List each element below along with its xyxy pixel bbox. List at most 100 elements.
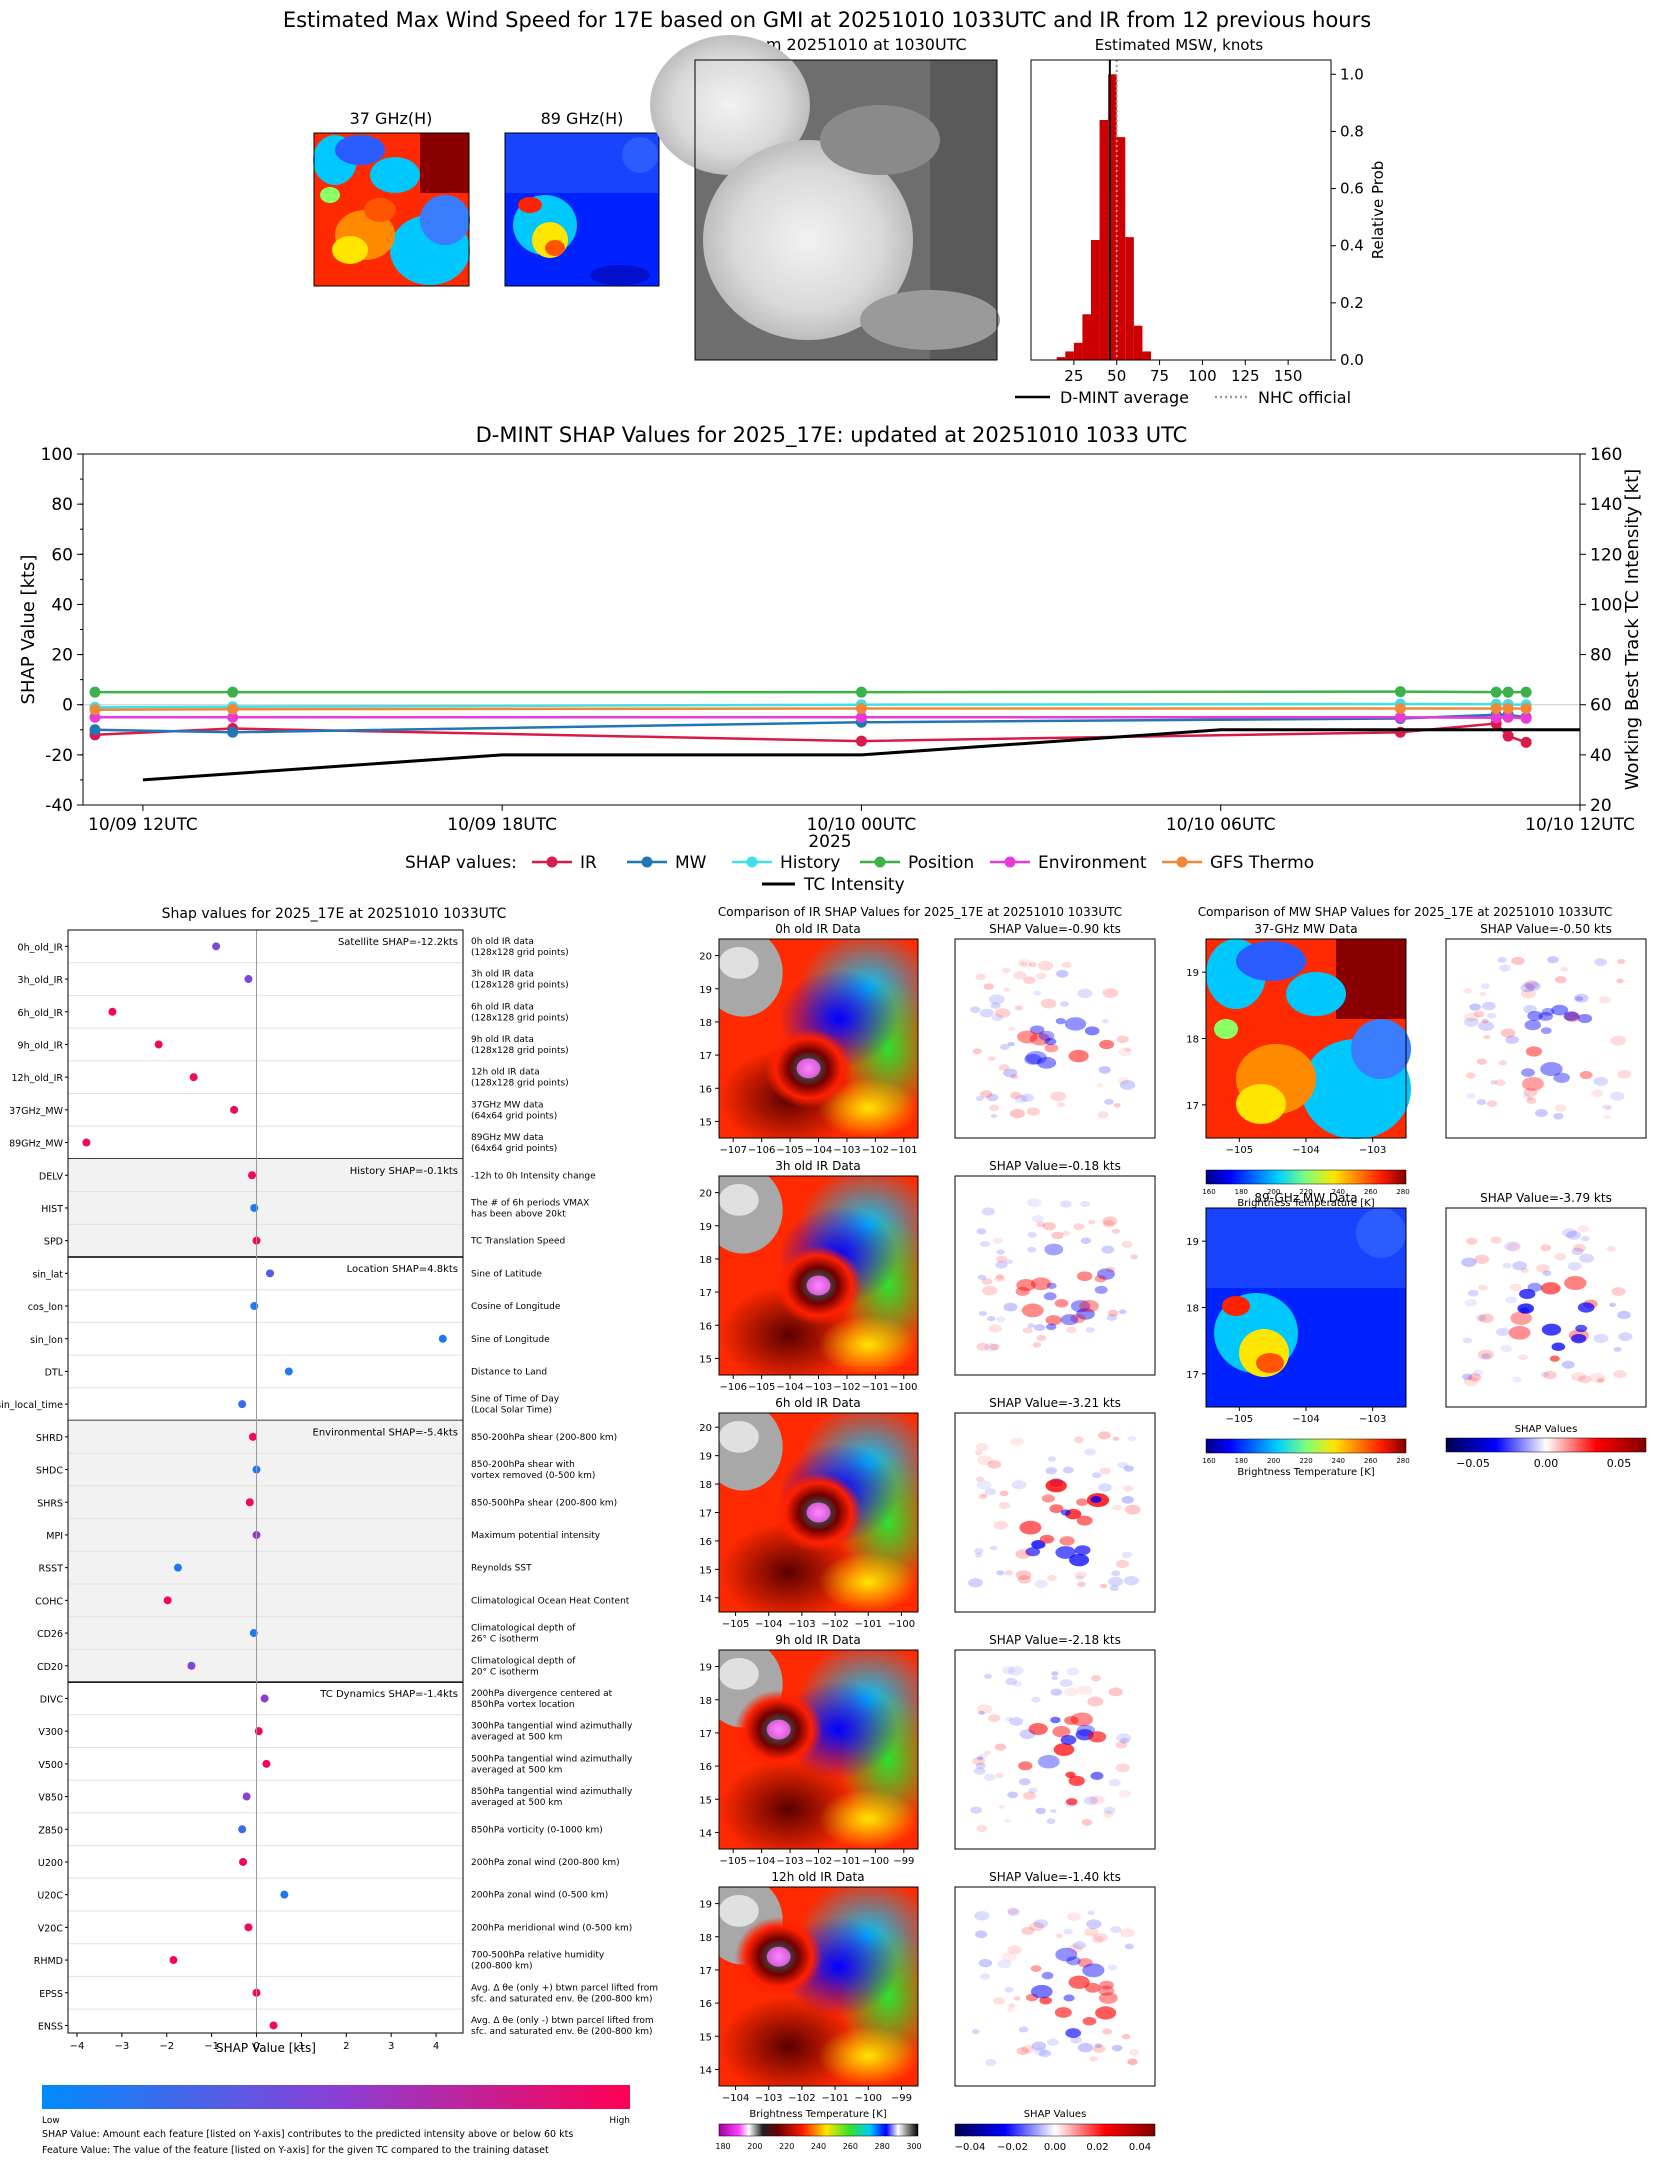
feat-group-label: TC Dynamics SHAP=-1.4kts — [319, 1689, 458, 1700]
ts-legend-item: History — [732, 853, 840, 873]
feat-name: DTL — [45, 1367, 64, 1378]
feat-x-tick-label: 1 — [298, 2041, 304, 2052]
ir-shap-colorbar-label: SHAP Values — [1024, 2109, 1087, 2120]
hist-bar — [1116, 137, 1126, 360]
hist-bar — [1073, 342, 1083, 360]
hist-bar — [1082, 314, 1091, 360]
feat-group-label: Satellite SHAP=-12.2kts — [338, 937, 458, 948]
ts-series-point — [89, 704, 101, 716]
panel-y-tick-label: 20 — [699, 952, 712, 963]
ts-legend-marker — [641, 856, 653, 868]
legend-dmint-label: D-MINT average — [1060, 388, 1189, 407]
hist-ylabel: Relative Prob — [1369, 161, 1387, 260]
feat-name: sin_local_time — [0, 1400, 63, 1411]
mw-bt-colorbar-tick: 240 — [1332, 1188, 1345, 1196]
ir-data-image — [718, 1886, 919, 2087]
panel-y-tick-label: 17 — [699, 1966, 712, 1977]
panel-x-tick-label: −104 — [748, 1856, 775, 1867]
panel-y-tick-label: 20 — [699, 1189, 712, 1200]
hist-bar — [1142, 351, 1151, 360]
panel-y-tick-label: 15 — [699, 1117, 712, 1128]
panel-y-tick-label: 17 — [699, 1051, 712, 1062]
feat-group-2: Location SHAP=4.8kts sin_lat Sine of Latit… — [0, 1264, 561, 1416]
panel-x-tick-label: −102 — [821, 1619, 848, 1630]
feat-desc: (128x128 grid points) — [471, 981, 569, 991]
panel-x-tick-label: −103 — [1359, 1145, 1386, 1156]
feat-point — [248, 1432, 257, 1441]
panel-y-tick-label: 19 — [699, 1452, 712, 1463]
feat-desc: 200hPa divergence centered at — [471, 1689, 613, 1699]
feat-point — [244, 1923, 253, 1932]
panel-x-tick-label: −101 — [890, 1145, 917, 1156]
feat-name: EPSS — [39, 1989, 63, 2000]
feat-name: SHRD — [36, 1433, 63, 1444]
feat-name: RHMD — [34, 1956, 63, 1967]
feat-desc: (64x64 grid points) — [471, 1111, 557, 1121]
feat-point — [280, 1890, 289, 1899]
panel-y-tick-label: 19 — [1186, 1237, 1199, 1248]
feat-desc: (200-800 km) — [471, 1962, 532, 1972]
feat-colorbar — [42, 2085, 630, 2109]
feat-desc: sfc. and saturated env. θe (200-800 km) — [471, 2027, 653, 2037]
panel-y-tick-label: 17 — [699, 1509, 712, 1520]
feat-x-tick-label: 0 — [253, 2041, 259, 2052]
mw89-thumb-title: 89 GHz(H) — [541, 109, 624, 128]
ts-series-point — [89, 711, 101, 723]
hist-y-tick-label: 0.6 — [1340, 180, 1364, 198]
shap-data-image — [954, 1412, 1156, 1613]
ts-legend-item: Environment — [990, 853, 1147, 873]
panel-x-tick-label: −104 — [776, 1382, 803, 1393]
hist-x-tick-label: 75 — [1150, 367, 1169, 385]
feat-point — [242, 1792, 251, 1801]
panel-x-tick-label: −107 — [719, 1145, 746, 1156]
mw-bt-colorbar-tick: 200 — [1267, 1188, 1280, 1196]
feat-desc: (128x128 grid points) — [471, 948, 569, 958]
hist-bar — [1125, 237, 1134, 360]
ir-bt-colorbar-tick: 240 — [811, 2142, 826, 2151]
panel-y-tick-label: 19 — [699, 1222, 712, 1233]
shap-data-image — [954, 1649, 1156, 1850]
panel-y-tick-label: 20 — [699, 1423, 712, 1434]
panel-y-tick-label: 17 — [1186, 1370, 1199, 1381]
feat-desc: 850hPa tangential wind azimuthally — [471, 1787, 633, 1797]
feat-point — [260, 1694, 269, 1703]
ts-legend-label: Environment — [1038, 853, 1147, 873]
ir-panel-row: 3h old IR Data −106 −105 −104 −103 −102 −101 −1… — [699, 1159, 1156, 1393]
ts-frame — [82, 453, 1581, 806]
ts-series-line — [94, 707, 1527, 711]
ir-data-image — [718, 1412, 919, 1613]
mw-panels-title: Comparison of MW SHAP Values for 2025_17… — [1198, 905, 1613, 919]
feat-point — [245, 1498, 254, 1507]
panel-x-tick-label: −100 — [855, 2093, 882, 2104]
ir-shap-colorbar-tick: 0.04 — [1129, 2142, 1151, 2153]
ir-panel-label: 0h old IR Data — [775, 922, 861, 936]
mw-bt-colorbar-tick: 180 — [1235, 1457, 1248, 1465]
panel-y-tick-label: 16 — [699, 1762, 712, 1773]
hist-bar — [1108, 74, 1117, 361]
mw-bt-colorbar-tick: 260 — [1364, 1457, 1377, 1465]
panel-y-tick-label: 19 — [1186, 968, 1199, 979]
ts-y-tick-label: 40 — [51, 595, 73, 615]
ir-panel-row: 12h old IR Data −104 −103 −102 −101 −100 −99 19… — [699, 1870, 1156, 2104]
mw-bt-colorbar-tick: 180 — [1235, 1188, 1248, 1196]
ir-bt-colorbar-tick: 260 — [843, 2142, 858, 2151]
feat-name: V850 — [38, 1793, 63, 1804]
feat-name: ENSS — [38, 2021, 63, 2032]
ir-panel-row: 0h old IR Data −107 −106 −105 −104 −103 −102 −1… — [699, 922, 1156, 1156]
feat-desc: Sine of Time of Day — [471, 1395, 560, 1405]
ir-shap-label: SHAP Value=-2.18 kts — [989, 1633, 1121, 1647]
feat-desc: 9h old IR data — [471, 1035, 534, 1045]
ts-series-position — [89, 686, 1532, 698]
feat-point — [254, 1727, 263, 1736]
feat-name: HIST — [41, 1204, 63, 1215]
ir-panel-row: 6h old IR Data −105 −104 −103 −102 −101 −100 20… — [699, 1396, 1156, 1630]
shap-data-image — [1445, 938, 1647, 1139]
feat-group-1: History SHAP=-0.1kts DELV -12h to 0h Inten… — [39, 1158, 596, 1257]
feat-point — [238, 1400, 247, 1409]
ts-y2-tick-label: 160 — [1590, 445, 1622, 465]
panel-x-tick-label: −101 — [821, 2093, 848, 2104]
feat-desc: averaged at 500 km — [471, 1765, 562, 1775]
ir-shap-label: SHAP Value=-0.90 kts — [989, 922, 1121, 936]
ts-x-tick-label: 10/10 06UTC — [1166, 815, 1276, 835]
feat-colorbar-high: High — [609, 2116, 630, 2126]
